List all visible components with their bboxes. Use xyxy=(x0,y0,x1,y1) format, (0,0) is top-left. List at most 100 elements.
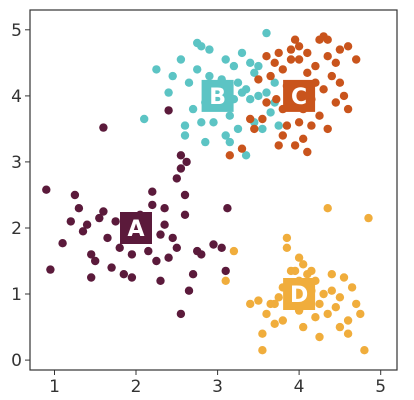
data-point-b xyxy=(197,118,206,127)
data-point-c xyxy=(258,114,267,124)
data-point-c xyxy=(352,55,361,64)
data-point-d xyxy=(258,346,267,355)
data-point-b xyxy=(254,91,263,101)
data-point-c xyxy=(323,35,332,44)
data-point-d xyxy=(290,266,300,276)
centroid-layer: A B C D xyxy=(120,79,316,310)
data-point-a xyxy=(223,204,232,213)
centroid-marker-d xyxy=(283,278,316,310)
data-point-d xyxy=(343,316,353,325)
data-point-c xyxy=(311,61,320,71)
centroid-label-d: D xyxy=(290,283,308,308)
y-tick-label: 3 xyxy=(11,153,22,173)
x-tick-label: 4 xyxy=(294,377,305,397)
data-point-b xyxy=(241,151,251,160)
data-point-b xyxy=(197,42,206,51)
data-point-a xyxy=(221,266,230,276)
data-point-c xyxy=(262,52,271,61)
data-point-a xyxy=(176,309,186,319)
data-point-d xyxy=(356,309,365,319)
data-point-c xyxy=(272,95,281,104)
data-point-d xyxy=(307,266,316,276)
data-point-b xyxy=(262,28,271,38)
data-point-d xyxy=(278,316,287,325)
data-point-a xyxy=(148,200,157,210)
data-point-c xyxy=(343,42,353,51)
data-point-a xyxy=(87,273,96,282)
data-point-c xyxy=(278,65,287,74)
data-point-b xyxy=(270,78,279,87)
data-point-c xyxy=(237,144,247,153)
data-point-c xyxy=(290,35,300,44)
data-point-a xyxy=(42,185,51,194)
data-point-d xyxy=(282,233,292,243)
data-point-c xyxy=(331,98,340,107)
data-point-d xyxy=(335,322,345,332)
data-point-a xyxy=(180,190,190,200)
y-tick-label: 1 xyxy=(11,285,22,305)
centroid-marker-a xyxy=(120,212,152,244)
data-point-a xyxy=(188,270,198,279)
data-point-a xyxy=(168,233,177,243)
y-axis-ticks: 0 1 2 3 4 5 xyxy=(11,21,30,371)
data-point-c xyxy=(303,48,312,58)
data-point-c xyxy=(315,111,324,120)
x-tick-label: 3 xyxy=(212,377,223,397)
centroid-marker-c xyxy=(283,79,316,112)
data-point-d xyxy=(315,332,324,342)
data-point-a xyxy=(46,265,55,274)
data-point-d xyxy=(327,270,336,279)
data-point-c xyxy=(274,141,283,150)
data-point-a xyxy=(160,204,169,213)
data-point-a xyxy=(152,256,161,266)
data-point-b xyxy=(254,61,263,71)
centroid-label-c: C xyxy=(291,85,307,110)
data-point-d xyxy=(299,260,308,269)
data-point-c xyxy=(343,104,353,114)
data-point-b xyxy=(250,68,259,78)
data-point-b xyxy=(221,131,230,140)
data-point-c xyxy=(262,98,271,107)
data-point-a xyxy=(164,106,173,115)
data-point-b xyxy=(168,71,177,81)
data-point-a xyxy=(99,207,108,216)
data-point-a xyxy=(87,250,96,259)
data-point-c xyxy=(282,121,292,130)
x-tick-label: 1 xyxy=(49,377,60,397)
data-point-a xyxy=(180,210,190,219)
data-point-a xyxy=(127,250,137,259)
data-point-a xyxy=(99,123,108,132)
data-point-c xyxy=(278,131,287,140)
data-point-c xyxy=(307,121,316,130)
points-layer xyxy=(42,28,373,355)
data-point-a xyxy=(119,270,128,279)
data-point-d xyxy=(221,276,230,285)
data-point-a xyxy=(70,190,80,200)
data-point-d xyxy=(311,313,320,322)
data-point-a xyxy=(209,240,218,249)
data-point-a xyxy=(176,164,186,173)
data-point-b xyxy=(180,121,190,130)
data-point-b xyxy=(225,137,234,147)
data-point-b xyxy=(188,104,198,114)
data-point-d xyxy=(262,309,271,319)
data-point-b xyxy=(205,45,214,54)
data-point-b xyxy=(237,48,247,58)
data-point-d xyxy=(294,253,304,262)
data-point-d xyxy=(274,293,283,302)
data-point-c xyxy=(274,48,283,58)
data-point-a xyxy=(91,256,100,266)
data-point-b xyxy=(193,65,202,74)
data-point-c xyxy=(286,55,296,64)
x-tick-label: 2 xyxy=(131,377,142,397)
data-point-a xyxy=(111,217,120,226)
data-point-a xyxy=(66,217,76,226)
data-point-b xyxy=(164,88,173,97)
data-point-a xyxy=(182,157,191,167)
data-point-b xyxy=(233,124,243,134)
data-point-d xyxy=(246,299,255,309)
y-tick-label: 0 xyxy=(11,351,22,371)
data-point-d xyxy=(270,319,279,328)
data-point-c xyxy=(327,71,336,81)
x-axis-ticks: 1 2 3 4 5 xyxy=(49,370,386,397)
